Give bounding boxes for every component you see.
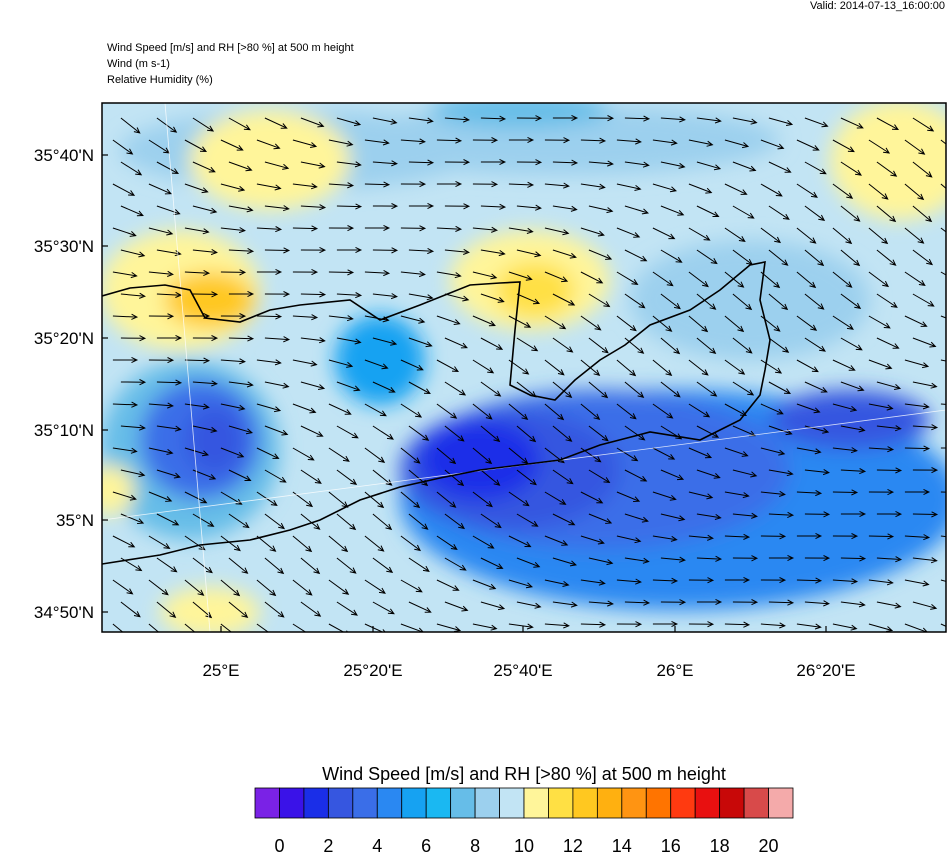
color-box xyxy=(670,787,696,819)
color-box xyxy=(327,787,354,819)
lon-label: 25°40'E xyxy=(493,661,552,680)
color-box xyxy=(645,787,672,819)
valid-time: Valid: 2014-07-13_16:00:00 xyxy=(810,0,945,12)
color-box xyxy=(768,787,794,819)
coastline xyxy=(102,260,771,565)
color-box xyxy=(254,787,280,819)
title-line: Wind Speed [m/s] and RH [>80 %] at 500 m… xyxy=(107,42,354,54)
lon-label: 26°E xyxy=(656,661,693,680)
color-box xyxy=(719,787,745,819)
color-box xyxy=(450,787,476,819)
colorbar-tick-label: 18 xyxy=(710,836,730,854)
color-box xyxy=(401,787,427,819)
color-box xyxy=(596,787,623,819)
lat-label: 35°10'N xyxy=(34,421,94,440)
color-box xyxy=(303,787,329,819)
color-box xyxy=(621,787,647,819)
color-box xyxy=(499,787,525,819)
lon-label: 25°20'E xyxy=(343,661,402,680)
color-box xyxy=(474,787,500,819)
map-field xyxy=(102,103,946,632)
lon-label: 25°E xyxy=(202,661,239,680)
wind-arrow-field xyxy=(112,114,946,632)
color-box xyxy=(425,787,452,819)
colorbar-tick-label: 14 xyxy=(612,836,632,854)
lat-label: 35°40'N xyxy=(34,146,94,165)
color-box xyxy=(694,787,721,819)
colorbar-tick-label: 8 xyxy=(470,836,480,854)
colorbar-tick-label: 2 xyxy=(323,836,333,854)
title-line: Relative Humidity (%) xyxy=(107,74,213,86)
colorbar-tick-label: 6 xyxy=(421,836,431,854)
color-box xyxy=(523,787,549,819)
lat-label: 35°20'N xyxy=(34,329,94,348)
colorbar-tick-label: 4 xyxy=(372,836,382,854)
color-box xyxy=(548,787,574,819)
wind-arrows xyxy=(112,114,946,632)
color-box xyxy=(352,787,378,819)
color-box xyxy=(743,787,769,819)
color-box xyxy=(279,787,305,819)
map-frame xyxy=(101,102,947,633)
colorbar-tick-label: 0 xyxy=(274,836,284,854)
colorbar-tick-label: 10 xyxy=(514,836,534,854)
colorbar: 0 2 4 6 8 10 12 14 16 18 20 xyxy=(254,787,794,856)
title-line: Wind (m s-1) xyxy=(107,58,170,70)
axis-ticks xyxy=(102,154,827,632)
colorbar-tick-label: 12 xyxy=(563,836,583,854)
lat-label: 34°50'N xyxy=(34,603,94,622)
lon-label: 26°20'E xyxy=(796,661,855,680)
colorbar-title: Wind Speed [m/s] and RH [>80 %] at 500 m… xyxy=(322,764,726,784)
colorbar-tick-label: 20 xyxy=(759,836,779,854)
color-box xyxy=(572,787,598,819)
colorbar-tick-label: 16 xyxy=(661,836,681,854)
lat-label: 35°30'N xyxy=(34,237,94,256)
color-box xyxy=(376,787,403,819)
lat-label: 35°N xyxy=(56,511,94,530)
